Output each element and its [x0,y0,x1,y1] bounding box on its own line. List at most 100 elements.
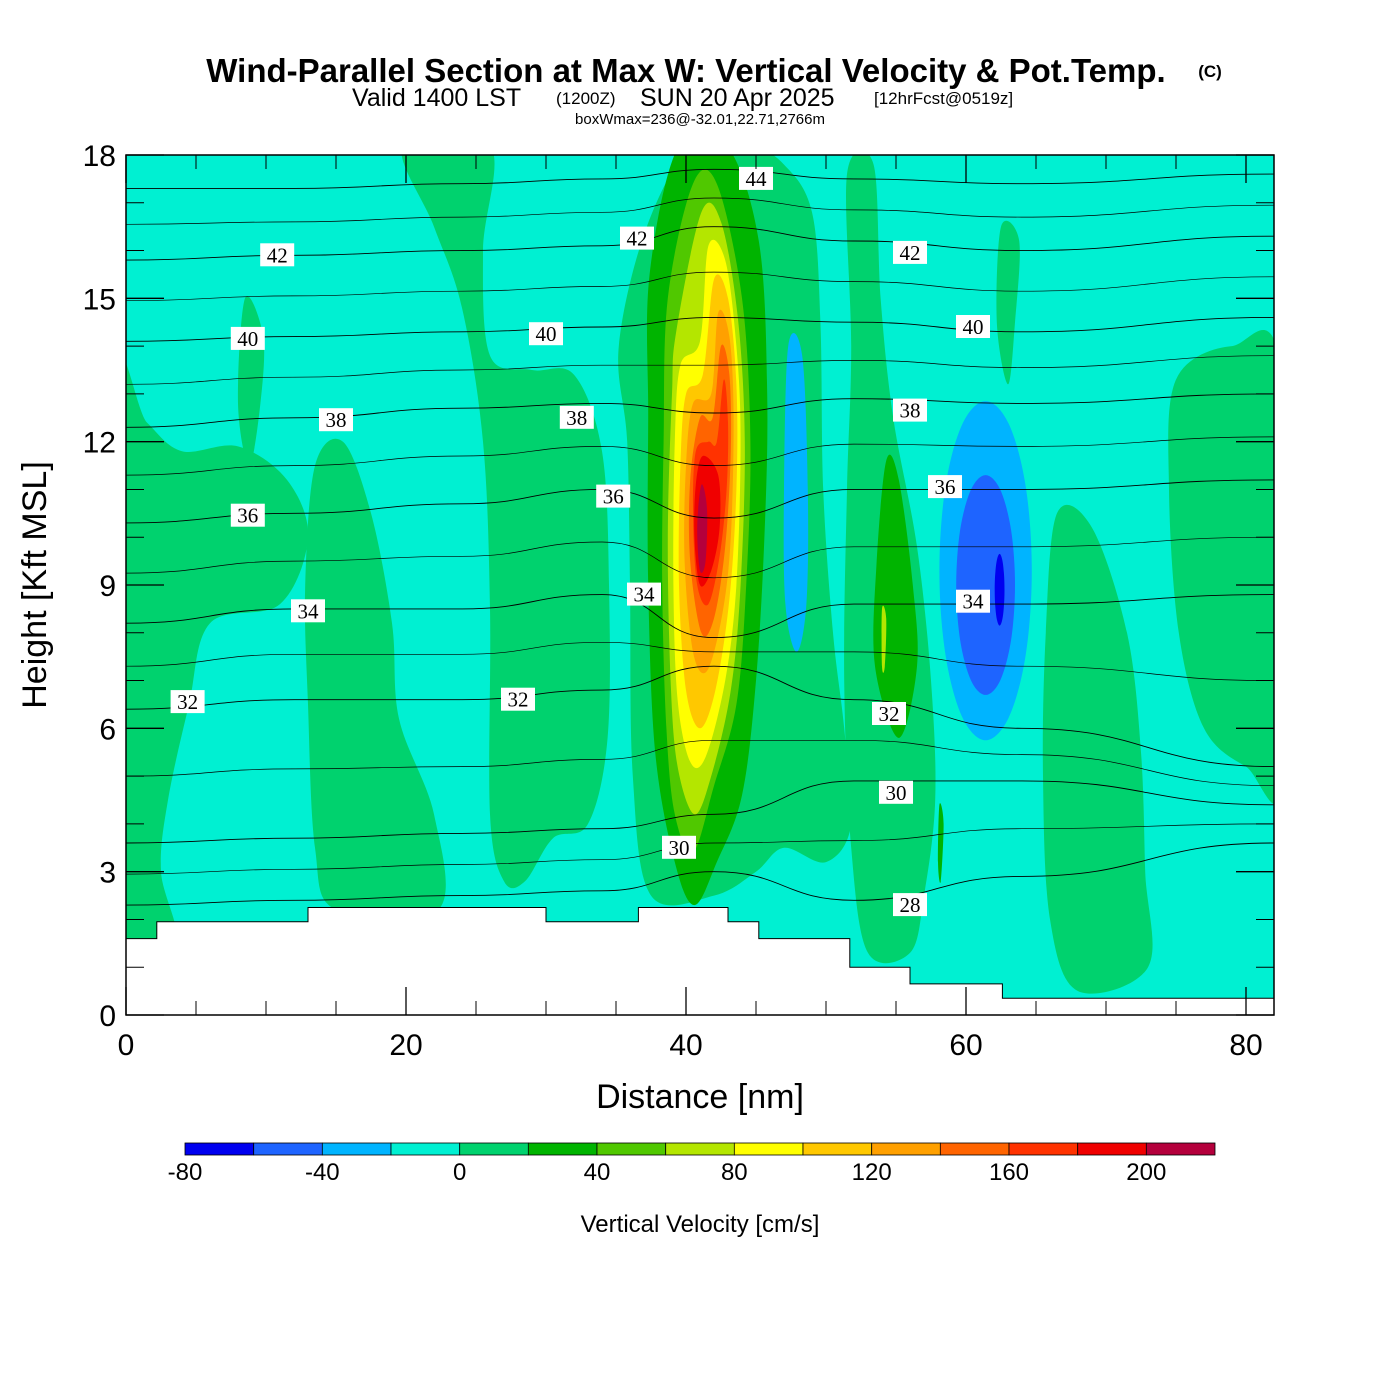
contour-label-box [893,398,927,422]
field-zero-to-20-ridge [304,438,446,920]
terrain [126,907,1274,1015]
colorbar-swatch [939,1142,1010,1156]
y-tick-label: 15 [83,283,116,316]
contour-label: 34 [627,582,661,607]
colorbar-swatch [253,1142,323,1156]
y-axis-title: Height [Kft MSL] [16,461,54,709]
contour-label-box [230,326,265,350]
contour-label-text: 38 [326,408,347,432]
contour-label-box [662,835,696,859]
contour-label-box [260,243,295,267]
contour-label-text: 28 [900,893,921,917]
contour-label-box [627,582,661,606]
contour-label: 36 [596,484,631,509]
contour-label-box [956,315,990,338]
field-200-to-220 [697,484,708,574]
contour-label: 30 [662,835,696,860]
contour-label-text: 30 [669,836,690,860]
x-tick-label: 80 [1229,1029,1262,1062]
contour-label: 40 [529,322,563,346]
field-20-to-40-streak [937,803,944,883]
field-zero-to-20-east-finger [996,220,1020,385]
contour-label: 42 [620,226,654,251]
contour-label-box [170,690,205,714]
contour-label-box [872,702,906,725]
contour-label: 28 [893,893,927,917]
contour-label-text: 38 [900,399,921,423]
x-axis-title: Distance [nm] [596,1078,804,1116]
isentrope-30 [126,780,1274,844]
contour-label-text: 34 [298,599,320,623]
colorbar-tick-label: -40 [305,1159,340,1186]
contour-label-text: 36 [603,485,624,509]
colorbar-tick-label: -80 [168,1159,203,1186]
colorbar-tick-label: 200 [1126,1159,1166,1186]
contour-label: 40 [230,326,265,351]
field-neg60-to-neg80 [994,553,1005,626]
field-neg20-to-neg40-east [783,332,809,652]
isentrope-36 [126,479,1274,524]
contour-label-box [319,408,353,432]
contour-label-box [928,475,962,499]
contour-label-box [620,226,654,250]
valid-time-prefix: Valid 1400 LST [352,84,521,112]
contour-label: 36 [230,503,265,528]
contour-labels: 42 42 44 42 40 40 40 38 38 38 36 36 36 34 34 34 32 32 32 30… [170,166,990,917]
colorbar-tick-label: 0 [453,1159,466,1186]
isentrope-44 [126,168,1274,189]
contour-label-text: 42 [267,243,288,267]
contour-label-box [893,893,927,917]
colorbar: -80 -40 0 40 80 120 160 200 [168,1142,1216,1186]
colorbar-tick-label: 80 [721,1159,748,1186]
contour-label-box [879,780,913,804]
contour-label: 42 [260,243,295,267]
contour-label-text: 34 [634,583,656,607]
chart-title: Wind-Parallel Section at Max W: Vertical… [206,52,1165,89]
contour-label: 36 [928,475,962,499]
copyright-mark: (C) [1198,62,1222,81]
y-tick-label: 0 [99,1000,116,1033]
field-negative-pocket-west [210,831,269,918]
contour-label-box [501,687,535,711]
contour-label-box [291,599,325,623]
y-tick-label: 12 [83,427,116,460]
contour-label: 32 [501,687,535,712]
contour-label-box [893,240,927,264]
contour-label-text: 40 [536,322,557,346]
colorbar-swatch [459,1142,529,1156]
colorbar-swatch [1145,1142,1216,1156]
y-tick-label: 18 [83,140,116,173]
contour-label: 38 [319,408,353,432]
x-tick-label: 0 [118,1029,135,1062]
colorbar-swatch [733,1142,804,1156]
isentrope-odd [126,355,1274,385]
colorbar-swatch [596,1142,667,1156]
colorbar-swatch [802,1142,873,1156]
contour-label-box [529,322,563,346]
field-zero-to-20-east [1042,504,1153,994]
contour-label-text: 38 [566,406,587,430]
contour-label-text: 30 [886,781,907,805]
velocity-field [126,155,1274,994]
colorbar-swatch [184,1142,255,1156]
contour-label-box [956,589,990,613]
colorbar-swatch [1077,1142,1147,1156]
colorbar-swatch [1008,1142,1079,1156]
y-tick-label: 9 [99,570,116,603]
colorbar-swatch [871,1142,941,1156]
contour-label: 34 [956,589,990,614]
valid-time-utc: (1200Z) [556,89,616,108]
contour-label-text: 44 [746,167,768,191]
plot-area: 42 42 44 42 40 40 40 38 38 38 36 36 36 34 34 34 32 32 32 30… [126,155,1274,1015]
field-60-to-80-east [881,605,887,673]
contour-label-box [559,405,594,429]
contour-label-box [596,484,631,508]
contour-label: 40 [956,315,990,339]
contour-label: 38 [559,405,594,430]
contour-label-text: 32 [177,690,198,714]
contour-label-text: 40 [963,315,984,339]
forecast-label: [12hrFcst@0519z] [874,89,1013,108]
field-zero-to-20-central [401,155,610,889]
isentrope-odd [126,739,1274,787]
colorbar-swatch [527,1142,598,1156]
